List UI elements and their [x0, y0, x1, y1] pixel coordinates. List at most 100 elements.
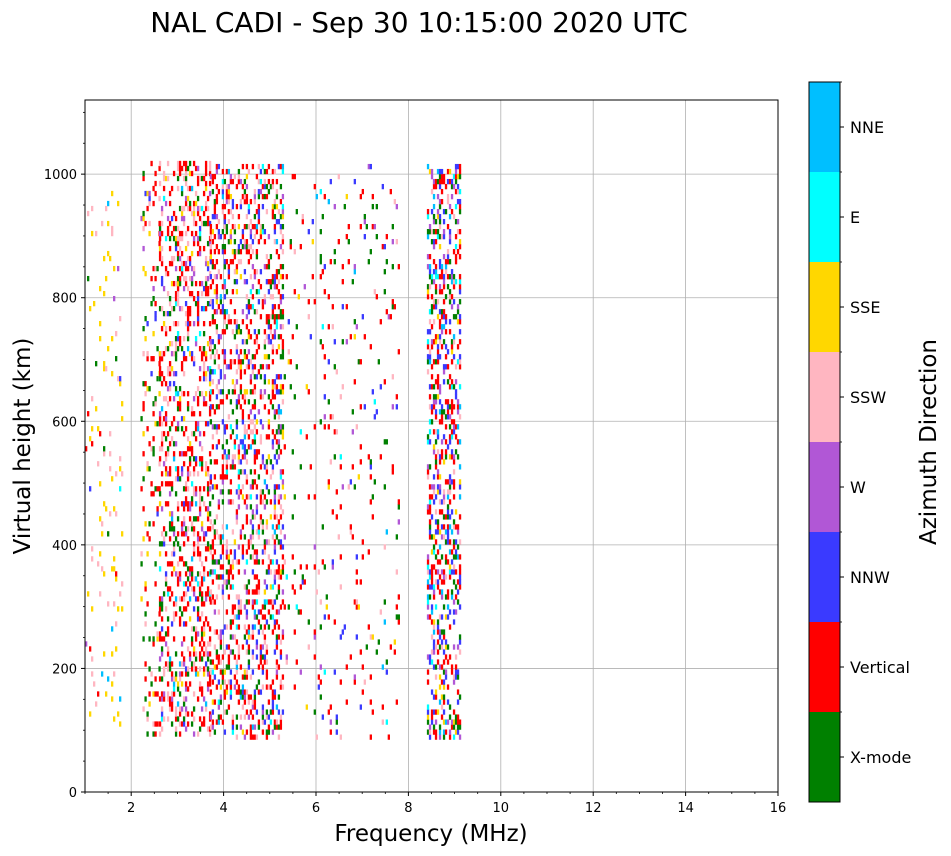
echo-cell-1664	[237, 599, 241, 605]
echo-cell-3514	[458, 274, 462, 280]
echo-cell-738	[184, 175, 188, 182]
echo-cell-2569	[313, 564, 316, 570]
echo-cell-2679	[347, 484, 350, 490]
echo-cell-1404	[221, 454, 225, 460]
echo-cell-3481	[458, 719, 462, 725]
echo-cell-2915	[430, 719, 434, 725]
echo-cell-3180	[442, 694, 446, 700]
echo-cell-1391	[221, 584, 225, 590]
echo-cell-3377	[452, 579, 456, 585]
echo-cell-1310	[215, 299, 219, 305]
echo-cell-1950	[253, 689, 257, 695]
echo-cell-2447	[279, 229, 283, 235]
echo-cell-3401	[452, 284, 456, 290]
echo-cell-3253	[446, 719, 450, 725]
echo-cell-3049	[436, 624, 440, 630]
echo-cell-3263	[446, 539, 450, 545]
echo-cell-640	[180, 531, 184, 537]
echo-cell-2421	[279, 569, 283, 575]
echo-cell-2585	[319, 599, 322, 605]
echo-cell-924	[196, 546, 200, 552]
echo-cell-445	[168, 341, 172, 347]
echo-cell-3392	[452, 424, 456, 430]
echo-cell-2738	[367, 549, 370, 555]
echo-cell-1561	[231, 719, 235, 725]
echo-cell-3269	[446, 504, 450, 510]
echo-cell-3143	[440, 614, 444, 620]
echo-cell-2707	[355, 569, 358, 575]
echo-cell-341	[162, 541, 166, 547]
echo-cell-2245	[271, 729, 275, 735]
echo-cell-2237	[269, 329, 273, 335]
echo-cell-522	[174, 676, 178, 682]
echo-cell-491	[172, 636, 176, 642]
echo-cell-150	[144, 391, 147, 397]
echo-cell-3332	[450, 724, 454, 730]
echo-cell-961	[198, 586, 202, 592]
echo-cell-2146	[263, 264, 267, 270]
echo-cell-2202	[267, 434, 271, 440]
echo-cell-3197	[442, 489, 446, 495]
echo-cell-1807	[245, 519, 249, 525]
echo-cell-1636	[235, 424, 239, 430]
echo-cell-3203	[442, 364, 446, 370]
echo-cell-3335	[450, 664, 454, 670]
echo-cell-303	[160, 626, 164, 632]
echo-cell-1920	[251, 554, 255, 560]
echo-cell-2058	[259, 654, 263, 660]
echo-cell-1872	[249, 729, 253, 735]
echo-cell-1753	[241, 183, 245, 190]
echo-cell-1852	[247, 434, 251, 440]
echo-cell-2056	[259, 689, 263, 695]
echo-cell-3103	[438, 489, 442, 495]
echo-cell-1113	[206, 526, 210, 532]
echo-cell-2693	[353, 679, 356, 685]
echo-cell-126	[142, 506, 145, 512]
echo-cell-1768	[243, 499, 247, 505]
echo-cell-1400	[221, 479, 225, 485]
echo-cell-1403	[221, 464, 225, 470]
echo-cell-1065	[204, 651, 208, 657]
echo-cell-2598	[321, 269, 324, 275]
colorbar-segment-e	[809, 172, 840, 262]
echo-cell-163	[146, 466, 149, 472]
echo-cell-2207	[267, 379, 271, 385]
echo-cell-2889	[428, 509, 432, 515]
echo-cell-406	[166, 431, 170, 437]
echo-cell-394	[166, 646, 170, 652]
echo-cell-2440	[279, 314, 283, 320]
echo-cell-1637	[235, 419, 239, 425]
echo-cell-33	[99, 516, 102, 522]
echo-cell-1088	[204, 275, 208, 282]
echo-cell-3154	[440, 449, 444, 455]
echo-cell-3266	[446, 524, 450, 530]
echo-cell-2376	[277, 634, 281, 640]
echo-cell-903	[194, 391, 198, 397]
echo-cell-349	[162, 351, 166, 357]
echo-cell-2181	[265, 279, 269, 285]
echo-cell-582	[176, 285, 180, 292]
echo-cell-359	[164, 631, 168, 637]
echo-cell-1968	[253, 414, 257, 420]
echo-cell-1143	[208, 651, 212, 657]
echo-cell-2384	[277, 539, 281, 545]
echo-cell-1092	[204, 205, 208, 212]
echo-cell-783	[188, 656, 192, 662]
echo-cell-1940	[251, 264, 255, 270]
echo-cell-2166	[265, 569, 269, 575]
echo-cell-1793	[245, 709, 249, 715]
echo-cell-598	[178, 691, 182, 697]
echo-cell-2646	[335, 719, 338, 725]
echo-cell-2424	[279, 529, 283, 535]
echo-cell-2206	[267, 394, 271, 400]
echo-cell-3262	[446, 559, 450, 565]
echo-cell-95	[115, 356, 118, 362]
echo-cell-1860	[247, 329, 251, 335]
echo-cell-3113	[438, 354, 442, 360]
echo-cell-3177	[442, 719, 446, 725]
echo-cell-2743	[369, 699, 372, 705]
echo-cell-1691	[237, 178, 241, 185]
echo-cell-709	[184, 671, 188, 677]
echo-cell-1856	[247, 364, 251, 370]
echo-cell-2133	[263, 494, 267, 500]
